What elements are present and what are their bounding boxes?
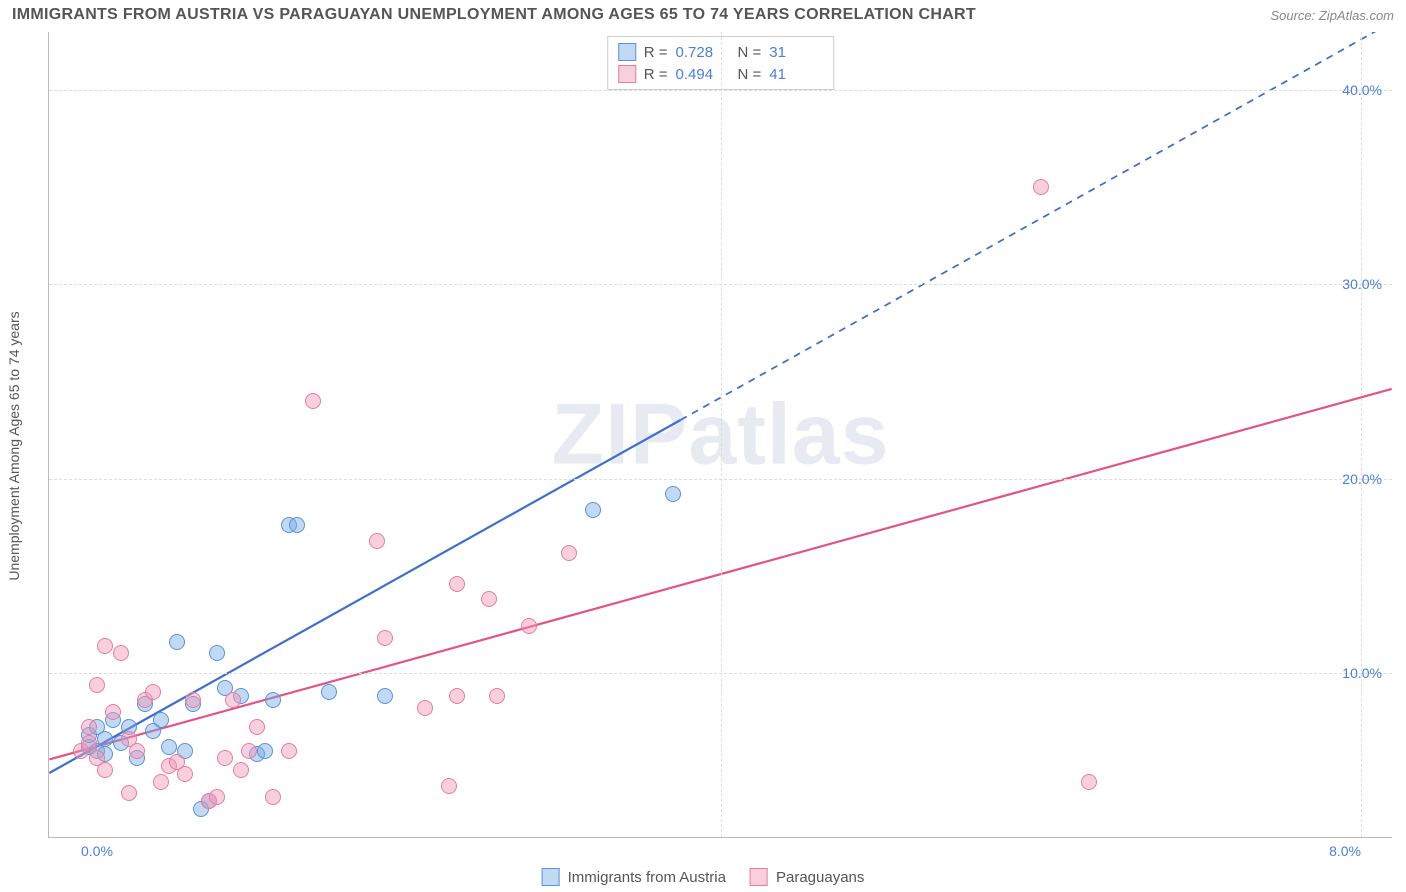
data-point-paraguayans [449,688,465,704]
data-point-paraguayans [105,704,121,720]
data-point-paraguayans [145,684,161,700]
legend-label-austria: Immigrants from Austria [568,869,726,886]
data-point-paraguayans [377,630,393,646]
data-point-paraguayans [113,645,129,661]
data-point-paraguayans [369,533,385,549]
data-point-paraguayans [561,545,577,561]
y-axis-label: Unemployment Among Ages 65 to 74 years [6,311,22,580]
data-point-austria [209,645,225,661]
data-point-paraguayans [441,778,457,794]
data-point-paraguayans [225,692,241,708]
data-point-paraguayans [217,750,233,766]
data-point-paraguayans [249,719,265,735]
gridline-v [721,32,722,837]
data-point-austria [289,517,305,533]
legend-swatch-austria [542,868,560,886]
data-point-paraguayans [177,766,193,782]
data-point-paraguayans [97,762,113,778]
y-tick-label: 30.0% [1342,276,1382,292]
data-point-austria [265,692,281,708]
x-tick-label: 0.0% [81,843,113,859]
legend-item-austria: Immigrants from Austria [542,868,726,886]
n-label: N = [738,44,762,61]
data-point-paraguayans [129,743,145,759]
n-value-austria: 31 [769,44,823,61]
legend-swatch-paraguayans [750,868,768,886]
data-point-paraguayans [97,638,113,654]
legend-swatch-austria [618,43,636,61]
y-tick-label: 40.0% [1342,82,1382,98]
data-point-paraguayans [121,785,137,801]
data-point-austria [377,688,393,704]
data-point-paraguayans [81,735,97,751]
data-point-paraguayans [489,688,505,704]
data-point-paraguayans [209,789,225,805]
n-value-paraguayans: 41 [769,66,823,83]
data-point-paraguayans [81,719,97,735]
data-point-austria [97,731,113,747]
data-point-paraguayans [1081,774,1097,790]
plot-area: ZIPatlas R =0.728N =31R =0.494N =41 10.0… [48,32,1392,838]
data-point-austria [665,486,681,502]
data-point-paraguayans [89,677,105,693]
trendline-austria [49,420,680,773]
data-point-austria [321,684,337,700]
r-label: R = [644,44,668,61]
x-tick-label: 8.0% [1329,843,1361,859]
r-label: R = [644,66,668,83]
data-point-paraguayans [449,576,465,592]
data-point-paraguayans [1033,179,1049,195]
data-point-austria [161,739,177,755]
n-label: N = [738,66,762,83]
source-attribution: Source: ZipAtlas.com [1270,8,1394,23]
legend-item-paraguayans: Paraguayans [750,868,864,886]
data-point-paraguayans [265,789,281,805]
data-point-austria [145,723,161,739]
data-point-paraguayans [521,618,537,634]
data-point-austria [585,502,601,518]
legend-swatch-paraguayans [618,65,636,83]
data-point-paraguayans [233,762,249,778]
data-point-paraguayans [241,743,257,759]
data-point-austria [257,743,273,759]
data-point-paraguayans [281,743,297,759]
data-point-paraguayans [481,591,497,607]
y-tick-label: 20.0% [1342,471,1382,487]
data-point-paraguayans [153,774,169,790]
data-point-paraguayans [185,692,201,708]
chart-title: IMMIGRANTS FROM AUSTRIA VS PARAGUAYAN UN… [12,6,976,24]
gridline-v [1361,32,1362,837]
data-point-paraguayans [417,700,433,716]
data-point-paraguayans [305,393,321,409]
legend-label-paraguayans: Paraguayans [776,869,864,886]
series-legend: Immigrants from Austria Paraguayans [534,866,873,888]
y-tick-label: 10.0% [1342,665,1382,681]
data-point-austria [169,634,185,650]
